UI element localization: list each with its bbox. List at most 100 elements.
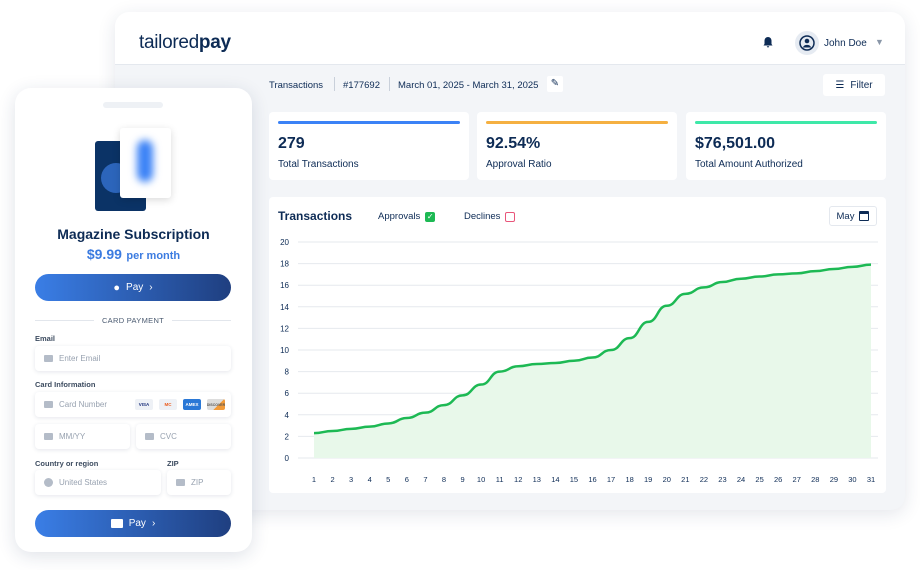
legend-label: Approvals bbox=[378, 211, 421, 222]
user-name[interactable]: John Doe bbox=[824, 38, 867, 49]
filter-button[interactable]: ☰ Filter bbox=[823, 74, 885, 96]
x-tick-label: 20 bbox=[663, 475, 671, 484]
discover-icon: DISCOVER bbox=[207, 399, 225, 410]
country-select[interactable]: United States bbox=[35, 470, 161, 495]
y-tick-label: 10 bbox=[280, 346, 289, 355]
logo-text-bold: pay bbox=[198, 32, 231, 53]
logo[interactable]: tailoredpay bbox=[139, 32, 231, 54]
price-amount: $9.99 bbox=[86, 246, 122, 262]
visa-icon: VISA bbox=[135, 399, 153, 410]
kpi-card-approval: 92.54% Approval Ratio bbox=[477, 112, 677, 180]
checkout-phone: Magazine Subscription $9.99 per month ● P… bbox=[15, 88, 252, 552]
mailbox-icon bbox=[176, 479, 185, 486]
country-label: Country or region bbox=[35, 459, 99, 468]
user-icon bbox=[799, 35, 815, 51]
kpi-bar bbox=[486, 121, 668, 124]
x-tick-label: 22 bbox=[700, 475, 708, 484]
cvc-placeholder: CVC bbox=[160, 432, 177, 441]
x-tick-label: 25 bbox=[755, 475, 763, 484]
price-period: per month bbox=[126, 250, 181, 262]
bell-icon[interactable] bbox=[762, 36, 774, 48]
kpi-card-amount: $76,501.00 Total Amount Authorized bbox=[686, 112, 886, 180]
y-tick-label: 14 bbox=[280, 303, 289, 312]
checkbox-unchecked-icon[interactable] bbox=[505, 211, 516, 222]
zip-field[interactable]: ZIP bbox=[167, 470, 231, 495]
x-tick-label: 5 bbox=[386, 475, 390, 484]
x-tick-label: 1 bbox=[312, 475, 316, 484]
logo-text: tailored bbox=[139, 32, 199, 53]
x-tick-label: 3 bbox=[349, 475, 353, 484]
month-picker[interactable]: May bbox=[829, 206, 877, 226]
x-tick-label: 21 bbox=[681, 475, 689, 484]
divider bbox=[389, 77, 390, 91]
approvals-line bbox=[313, 263, 872, 435]
card-payment-divider: CARD PAYMENT bbox=[35, 316, 232, 325]
card-number-field[interactable]: Card Number VISA MC AMEX DISCOVER bbox=[35, 392, 231, 417]
expiry-placeholder: MM/YY bbox=[59, 432, 86, 441]
expiry-field[interactable]: MM/YY bbox=[35, 424, 130, 449]
breadcrumb-section[interactable]: Transactions bbox=[269, 80, 324, 91]
x-tick-label: 13 bbox=[533, 475, 541, 484]
cvc-field[interactable]: CVC bbox=[136, 424, 231, 449]
kpi-card-transactions: 279 Total Transactions bbox=[269, 112, 469, 180]
kpi-label: Total Transactions bbox=[278, 159, 359, 170]
email-field[interactable]: Enter Email bbox=[35, 346, 231, 371]
phone-notch bbox=[103, 102, 163, 108]
button-label: Pay bbox=[126, 282, 144, 293]
legend-approvals[interactable]: Approvals ✓ bbox=[378, 211, 436, 222]
product-price: $9.99 per month bbox=[15, 246, 252, 264]
chart-title: Transactions bbox=[278, 209, 353, 223]
kpi-value: 279 bbox=[278, 135, 305, 152]
checkbox-checked-icon[interactable]: ✓ bbox=[425, 211, 436, 222]
calendar-icon bbox=[44, 433, 53, 440]
card-back-icon bbox=[145, 433, 154, 440]
y-tick-label: 4 bbox=[285, 411, 290, 420]
filter-label: Filter bbox=[850, 79, 873, 91]
zip-label: ZIP bbox=[167, 459, 179, 468]
date-range: March 01, 2025 - March 31, 2025 bbox=[398, 80, 539, 91]
magazine-front-illustration bbox=[120, 128, 171, 198]
x-tick-label: 17 bbox=[607, 475, 615, 484]
y-tick-label: 2 bbox=[285, 432, 290, 441]
globe-icon bbox=[44, 478, 53, 487]
legend-declines[interactable]: Declines bbox=[464, 211, 516, 222]
amex-icon: AMEX bbox=[183, 399, 201, 410]
x-tick-label: 27 bbox=[793, 475, 801, 484]
x-tick-label: 14 bbox=[551, 475, 559, 484]
mail-icon bbox=[44, 355, 53, 362]
y-tick-label: 6 bbox=[285, 389, 290, 398]
y-tick-label: 20 bbox=[280, 238, 289, 247]
kpi-label: Total Amount Authorized bbox=[695, 159, 803, 170]
zip-placeholder: ZIP bbox=[191, 478, 204, 487]
x-tick-label: 31 bbox=[867, 475, 875, 484]
email-label: Email bbox=[35, 334, 56, 343]
x-tick-label: 12 bbox=[514, 475, 522, 484]
edit-icon[interactable]: ✎ bbox=[547, 76, 563, 92]
y-tick-label: 12 bbox=[280, 324, 289, 333]
x-tick-label: 24 bbox=[737, 475, 745, 484]
kpi-value: $76,501.00 bbox=[695, 135, 776, 152]
apple-pay-button[interactable]: ● Pay › bbox=[35, 274, 231, 301]
pay-button[interactable]: Pay › bbox=[35, 510, 231, 537]
x-tick-label: 2 bbox=[330, 475, 334, 484]
card-icon bbox=[44, 401, 53, 408]
x-tick-label: 29 bbox=[830, 475, 838, 484]
x-tick-label: 10 bbox=[477, 475, 485, 484]
chevron-down-icon[interactable]: ▼ bbox=[875, 37, 884, 47]
avatar[interactable] bbox=[795, 31, 819, 55]
x-tick-label: 30 bbox=[848, 475, 856, 484]
x-tick-label: 15 bbox=[570, 475, 578, 484]
sliders-icon: ☰ bbox=[835, 79, 845, 91]
kpi-bar bbox=[695, 121, 877, 124]
email-placeholder: Enter Email bbox=[59, 354, 101, 363]
breadcrumb-id: #177692 bbox=[343, 80, 380, 91]
product-title: Magazine Subscription bbox=[57, 226, 210, 242]
kpi-bar bbox=[278, 121, 460, 124]
x-tick-label: 23 bbox=[718, 475, 726, 484]
card-icon bbox=[110, 519, 123, 528]
button-label: Pay bbox=[128, 518, 146, 529]
x-tick-label: 9 bbox=[460, 475, 464, 484]
kpi-label: Approval Ratio bbox=[486, 159, 552, 170]
calendar-icon bbox=[859, 211, 870, 221]
